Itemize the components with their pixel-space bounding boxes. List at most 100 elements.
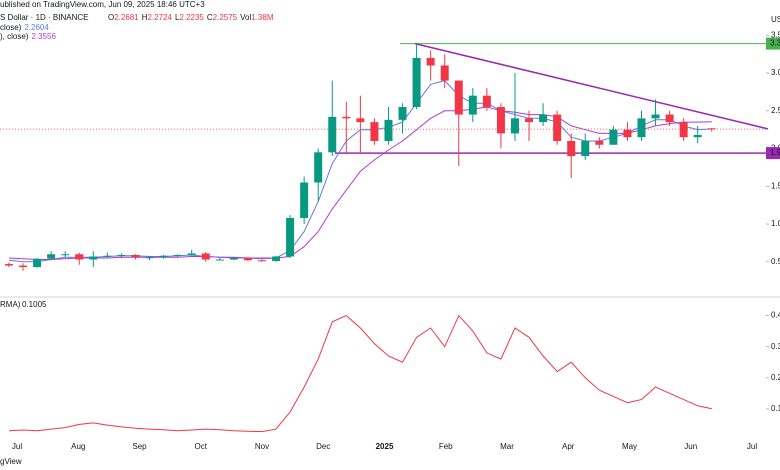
indicator-line	[8, 314, 712, 433]
candle-body	[201, 253, 210, 260]
currency: USD	[771, 15, 780, 24]
ohlc-key: L	[175, 13, 180, 22]
moving-average	[8, 106, 712, 260]
y-tick-label: 0.3	[771, 342, 780, 351]
y-tick-label: 0.1	[771, 404, 780, 413]
y-tick-label: 2.5	[771, 106, 780, 115]
symbol: S Dollar · 1D · BINANCE	[0, 13, 88, 22]
y-tick-label: 1.5	[771, 181, 780, 190]
candle-body	[609, 129, 618, 145]
candle-body	[539, 114, 548, 123]
candle-body	[131, 254, 140, 258]
candle-body	[707, 128, 716, 130]
published: ublished on TradingView.com, Jun 09, 202…	[0, 0, 205, 9]
ohlc-key: O	[108, 13, 114, 22]
candle-body	[637, 118, 646, 138]
candle-body	[510, 118, 519, 134]
volume-value: 1.38M	[251, 13, 274, 22]
candle-body	[482, 95, 491, 108]
candle-body	[257, 260, 266, 262]
y-tick-label: 3.5	[771, 30, 780, 39]
candle-body	[567, 140, 576, 157]
candle-body	[651, 114, 660, 119]
ma-last: 2.3556	[31, 32, 56, 41]
candle-body	[215, 259, 224, 261]
candle-body	[328, 116, 337, 153]
indicator-last: 0.1005	[22, 300, 47, 309]
candle-body	[426, 57, 435, 66]
ohlc-value: 2.2575	[213, 13, 238, 22]
ohlc-key: H	[142, 13, 148, 22]
trendline	[414, 42, 769, 130]
indicator-title: RMA)	[0, 300, 21, 309]
candle-body	[117, 254, 126, 256]
y-tick-label: 1.0	[771, 219, 780, 228]
candle-body	[159, 255, 168, 258]
candle-body	[623, 129, 632, 138]
candle-body	[693, 134, 702, 138]
candle-body	[300, 182, 309, 218]
ohlc-key: C	[207, 13, 213, 22]
candle-body	[103, 255, 112, 257]
ohlc-legend: O2.2681 H2.2724 L2.2235 C2.2575 Vol1.38M	[108, 13, 274, 22]
ma-last: 2.2604	[24, 23, 49, 32]
x-tick-label: Nov	[255, 442, 269, 451]
x-tick-label: Jul	[747, 442, 757, 451]
x-tick-label: 2025	[376, 442, 394, 451]
candle-body	[595, 140, 604, 145]
candle-body	[19, 265, 28, 268]
ma-legend: ), close) 2.3556	[0, 32, 56, 41]
candle-body	[47, 254, 56, 259]
candle-body	[187, 253, 196, 255]
x-tick-label: Apr	[562, 442, 575, 451]
candle-body	[412, 57, 421, 108]
candle-body	[4, 264, 13, 266]
candle-body	[286, 217, 295, 257]
candle-body	[553, 114, 562, 141]
candle-body	[229, 258, 238, 260]
x-tick-label: Mar	[500, 442, 514, 451]
volume-key: Vol	[240, 13, 251, 22]
candle-body	[454, 80, 463, 115]
candle-body	[342, 116, 351, 119]
candle-body	[468, 95, 477, 115]
x-tick-label: Oct	[195, 442, 208, 451]
candle-body	[384, 119, 393, 141]
x-tick-label: Feb	[439, 442, 453, 451]
x-tick-label: Sep	[132, 442, 147, 451]
candle-body	[679, 122, 688, 138]
ohlc-value: 2.2681	[114, 13, 139, 22]
y-tick-label: 0.5	[771, 257, 780, 266]
candle-body	[243, 258, 252, 261]
candle-body	[398, 107, 407, 120]
candle-body	[314, 152, 323, 183]
candle-body	[440, 65, 449, 81]
candle-body	[356, 118, 365, 123]
candle-body	[173, 254, 182, 256]
x-tick-label: May	[622, 442, 637, 451]
candle-body	[33, 258, 42, 268]
support-tag	[766, 147, 780, 160]
candle-body	[89, 256, 98, 260]
candle-body	[496, 107, 505, 134]
candle-body	[61, 254, 70, 256]
candle-body	[75, 254, 84, 260]
footer: gView	[0, 457, 22, 466]
y-tick-label: 3.0	[771, 68, 780, 77]
resistance-label: 3.39	[770, 39, 780, 48]
candle-body	[581, 140, 590, 157]
ohlc-value: 2.2724	[147, 13, 172, 22]
x-tick-label: Dec	[316, 442, 330, 451]
x-tick-label: Jul	[12, 442, 22, 451]
ma-name: ), close)	[0, 32, 29, 41]
ma-legend: close) 2.2604	[0, 23, 49, 32]
candle-body	[272, 256, 281, 262]
y-tick-label: 0.4	[771, 311, 780, 320]
candle-body	[665, 114, 674, 123]
resistance-tag	[766, 37, 780, 50]
candle-body	[525, 118, 534, 123]
x-tick-label: Jun	[684, 442, 697, 451]
ohlc-value: 2.2235	[179, 13, 204, 22]
